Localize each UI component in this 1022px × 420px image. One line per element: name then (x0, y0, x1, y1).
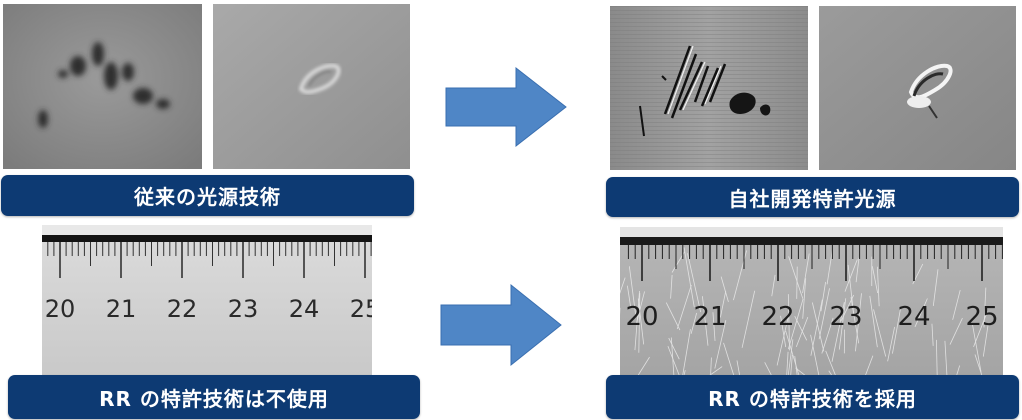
scratch-mark (702, 296, 709, 346)
scratch-mark (670, 337, 675, 377)
scratch-mark (741, 290, 756, 348)
scratch-mark (787, 294, 790, 351)
proprietary-light-label: 自社開発特許光源 (606, 177, 1019, 217)
conventional-defect-image-2 (213, 4, 410, 169)
scratch-mark (821, 317, 834, 354)
scratch-mark (776, 310, 791, 366)
scratch-mark (811, 302, 825, 352)
rr-adopted-label: RR の特許技術を採用 (606, 375, 1019, 419)
scratch-mark (871, 266, 879, 294)
scratch-mark (810, 334, 820, 377)
ruler-number: 24 (897, 302, 930, 332)
scratch-mark (931, 323, 934, 346)
scratch-mark (710, 357, 712, 377)
scratch-mark (667, 346, 681, 377)
scratch-mark (683, 247, 695, 308)
scratch-mark (914, 298, 928, 328)
scratch-mark (825, 350, 837, 377)
right-arrow-icon (444, 66, 568, 148)
scratch-mark (873, 309, 887, 357)
scratch-mark (974, 354, 983, 377)
ruler-image-conventional: 20 21 22 23 24 25 (42, 225, 372, 375)
scratch-mark (794, 315, 808, 341)
scratch-mark (785, 330, 800, 377)
scratch-mark (786, 351, 789, 377)
scratch-mark (668, 337, 680, 360)
scratch-mark (973, 311, 988, 348)
rr-not-used-label: RR の特許技術は不使用 (8, 375, 420, 419)
ruler-number: 25 (965, 302, 998, 332)
proprietary-defect-image-2 (819, 6, 1016, 170)
ruler-number: 21 (693, 302, 726, 332)
scratch-mark (690, 312, 698, 334)
scratch-mark (847, 264, 854, 314)
scratch-mark (665, 302, 681, 331)
scratch-mark (820, 281, 827, 312)
scratch-mark (932, 269, 939, 307)
ruler-number: 25 (350, 295, 372, 323)
scratch-mark (787, 298, 804, 350)
scratch-mark (952, 289, 961, 320)
scratch-mark (826, 249, 833, 285)
scratch-mark (719, 291, 727, 318)
scratch-mark (670, 274, 673, 299)
scratch-mark (628, 266, 636, 315)
ruler-number: 23 (829, 302, 862, 332)
ruler-number: 23 (228, 295, 259, 323)
scratch-mark (983, 287, 987, 328)
scratch-mark (771, 274, 776, 297)
scratch-mark (634, 290, 640, 351)
ruler-image-rr: 20 21 22 23 24 25 (620, 227, 1003, 377)
scratch-mark (795, 316, 809, 348)
proprietary-defect-image-1 (610, 6, 808, 170)
scratch-mark (972, 324, 982, 373)
conventional-light-label: 従来の光源技術 (1, 175, 414, 216)
scratch-mark (864, 355, 874, 377)
scratch-mark (682, 329, 691, 377)
scratch-mark (982, 323, 989, 357)
scratch-mark (949, 317, 963, 345)
scratch-mark (626, 285, 632, 309)
scratch-mark (780, 315, 787, 348)
scratch-mark (855, 257, 860, 283)
scratch-mark (887, 326, 895, 362)
ruler-number: 20 (45, 295, 76, 323)
scratch-mark (620, 277, 626, 294)
ruler-number: 22 (761, 302, 794, 332)
scratch-mark (636, 356, 650, 377)
scratch-mark (838, 298, 847, 350)
scratch-mark (869, 295, 878, 348)
scratch-mark (802, 253, 810, 294)
ruler-number: 22 (167, 295, 198, 323)
scratch-mark (935, 339, 938, 377)
scratch-mark (714, 320, 727, 369)
scratch-mark (638, 293, 641, 353)
scratch-mark (844, 259, 858, 292)
scratch-mark (723, 342, 735, 377)
scratch-mark (787, 339, 794, 377)
conventional-defect-image-1 (3, 4, 202, 169)
ruler-number: 21 (106, 295, 137, 323)
scratch-mark (764, 362, 773, 377)
scratch-mark (796, 266, 798, 299)
ruler-number: 20 (625, 302, 658, 332)
scratch-mark (831, 302, 845, 362)
scratch-mark (876, 266, 880, 307)
scratch-mark (676, 284, 692, 330)
scratch-mark (736, 360, 741, 377)
scratch-mark (892, 308, 901, 354)
scratch-mark (855, 293, 862, 352)
scratch-mark (712, 312, 716, 341)
ruler-number: 24 (289, 295, 320, 323)
scratch-mark (720, 276, 729, 302)
scratch-mark (687, 253, 702, 313)
scratch-mark (944, 340, 948, 377)
right-arrow-icon (439, 283, 563, 367)
scratch-mark (788, 256, 804, 299)
scratch-mark (818, 288, 830, 340)
scratch-mark (790, 354, 793, 377)
scratch-mark (637, 298, 645, 345)
scratch-mark (802, 278, 807, 319)
